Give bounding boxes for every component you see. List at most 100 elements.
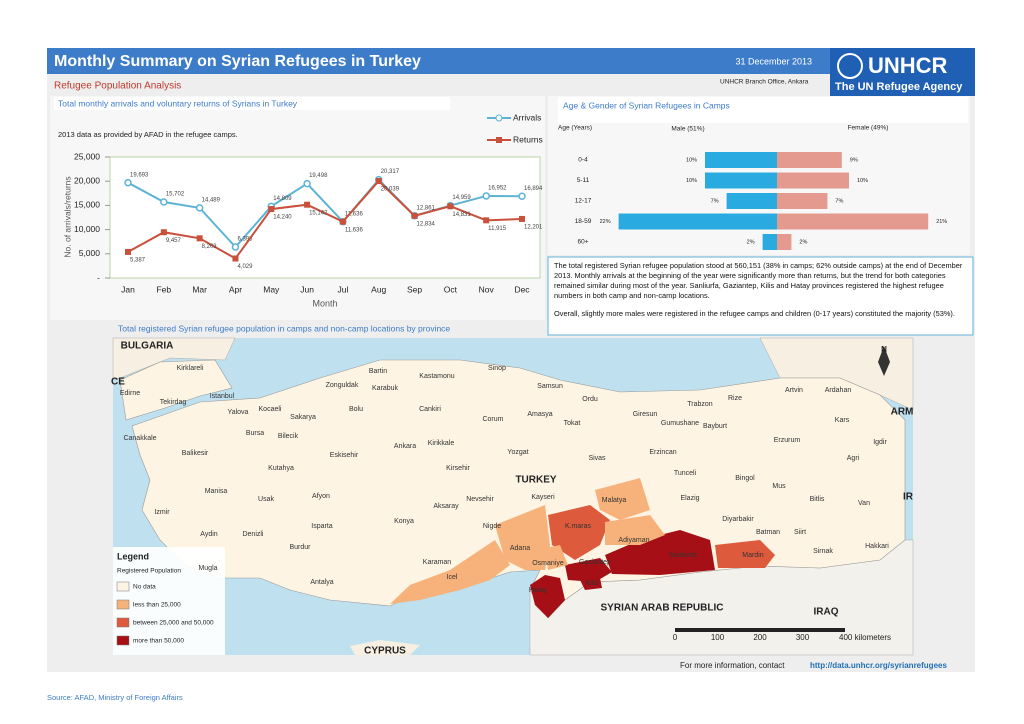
legend-swatch [116, 581, 130, 592]
place-label: Sinop [488, 365, 506, 372]
place-label: Sanliurfa [669, 552, 697, 559]
data-label: 10% [686, 178, 697, 184]
data-label: 15,142 [309, 210, 328, 216]
data-label: 14,809 [273, 196, 292, 202]
data-label: 10% [686, 157, 697, 163]
place-label: Bilecik [278, 433, 299, 440]
title-bar [47, 48, 830, 74]
place-label: Kayseri [531, 494, 555, 501]
province [605, 530, 715, 575]
place-label: Tunceli [674, 470, 697, 477]
place-label: Siirt [794, 529, 806, 536]
place-label: Mardin [742, 552, 764, 559]
place-label: Erzincan [649, 449, 676, 456]
data-label: 12,834 [417, 221, 436, 227]
place-label: Yalova [228, 409, 249, 416]
north: N [881, 345, 887, 354]
place-label: Corum [482, 416, 503, 423]
place-label: Manisa [205, 488, 228, 495]
url[interactable]: http://data.unhcr.org/syrianrefugees [810, 661, 947, 670]
bar [777, 193, 828, 209]
province [565, 558, 612, 582]
data-label: 16,894 [524, 186, 543, 192]
legend-marker [496, 137, 502, 143]
data-label: 14,489 [202, 197, 221, 203]
line-title: Total monthly arrivals and voluntary ret… [58, 98, 298, 108]
place-label: Gumushane [661, 420, 699, 427]
data-label: 21% [936, 219, 947, 225]
data-label: 19,498 [309, 173, 328, 179]
line-subtitle: 2013 data as provided by AFAD in the ref… [58, 130, 238, 139]
y-tick-label: 5,000 [79, 248, 101, 258]
place-label: CE [111, 377, 125, 388]
bulgaria [112, 337, 236, 381]
x-tick-label: Sep [407, 284, 422, 294]
x-tick-label: May [263, 284, 280, 294]
office: UNHCR Branch Office, Ankara [720, 79, 809, 86]
data-label: 2% [799, 239, 807, 245]
logo [830, 48, 975, 96]
place-label: Istanbul [210, 393, 235, 400]
marker [447, 203, 454, 210]
place-label: Denizli [242, 531, 263, 538]
pyramid-title: Age & Gender of Syrian Refugees in Camps [563, 100, 730, 110]
place-label: Hakkari [865, 543, 889, 550]
bar [618, 213, 777, 230]
place-label: Kocaeli [259, 406, 282, 413]
legend-marker [495, 114, 503, 122]
bar [777, 234, 792, 250]
place-label: Trabzon [687, 401, 713, 408]
legend-swatch [116, 635, 130, 646]
x-tick-label: Feb [156, 284, 171, 294]
scale-label: 400 kilometers [839, 633, 891, 642]
bar [777, 213, 929, 230]
province [390, 540, 510, 604]
legend-label: Arrivals [513, 112, 541, 122]
data-label: 7% [711, 198, 719, 204]
place-label: Kutahya [268, 465, 294, 472]
place-label: Usak [258, 496, 274, 503]
place-label: Sivas [588, 455, 606, 462]
place-label: Sakarya [290, 414, 316, 421]
place-label: IR [903, 492, 914, 503]
x-tick-label: Apr [229, 284, 242, 294]
series-line [127, 179, 523, 260]
place-label: Kirsehir [446, 465, 470, 472]
map-title: Total registered Syrian refugee populati… [118, 323, 450, 333]
data-label: 7% [835, 198, 843, 204]
marker [160, 229, 167, 236]
data-label: 20,317 [381, 169, 400, 175]
place-label: Eskisehir [330, 452, 359, 459]
place-label: Erzurum [774, 437, 801, 444]
legend-item: No data [133, 584, 156, 591]
x-tick-label: Jul [337, 284, 348, 294]
place-label: Adiyaman [618, 537, 649, 544]
place-label: Bitlis [810, 496, 825, 503]
place-label: Aydin [200, 531, 217, 538]
marker [232, 255, 239, 262]
marker [518, 192, 526, 200]
y-tick-label: - [97, 272, 100, 282]
place-label: Karabuk [372, 385, 399, 392]
legend-item: less than 25,000 [133, 602, 181, 609]
bar [705, 172, 777, 189]
thrace [119, 359, 233, 421]
place-label: TURKEY [515, 475, 556, 486]
place-label: Burdur [289, 544, 311, 551]
scale-bar [675, 628, 845, 632]
scale-label: 100 [711, 633, 725, 642]
data-label: 10% [857, 178, 868, 184]
place-label: Konya [394, 518, 414, 525]
place-label: Bingol [735, 475, 755, 482]
place-label: Yozgat [507, 449, 528, 456]
place-label: Aksaray [433, 503, 459, 510]
place-label: Kastamonu [419, 373, 455, 380]
place-label: Malatya [602, 497, 627, 504]
place-label: Mugla [198, 565, 217, 572]
y-label: No. of arrivals/returns [62, 176, 72, 257]
legend-title: Legend [117, 551, 149, 561]
place-label: BULGARIA [121, 341, 174, 352]
place-label: Diyarbakir [722, 516, 754, 523]
place-label: Antalya [310, 579, 333, 586]
